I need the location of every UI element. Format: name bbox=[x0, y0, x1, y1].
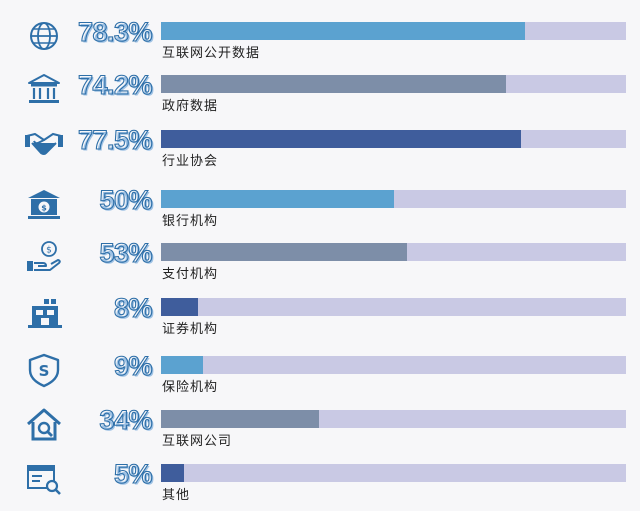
data-label: 8% bbox=[113, 292, 153, 323]
category-label: 互联网公开数据 bbox=[162, 46, 261, 61]
bar bbox=[161, 356, 203, 374]
bar-track bbox=[161, 243, 626, 261]
data-label: 77.5% bbox=[77, 124, 153, 155]
data-label: 5% bbox=[113, 458, 153, 489]
chart-row: 77.5% 行业协会 bbox=[0, 124, 640, 174]
bar bbox=[161, 298, 199, 316]
category-label: 银行机构 bbox=[162, 214, 219, 229]
bar bbox=[161, 130, 522, 148]
chart-row: $50% 银行机构 bbox=[0, 184, 640, 234]
chart-row: 34% 互联网公司 bbox=[0, 404, 640, 454]
bar-track bbox=[161, 410, 626, 428]
insurance-shield-icon: S bbox=[22, 350, 66, 390]
svg-text:S: S bbox=[39, 362, 50, 380]
bar-track bbox=[161, 130, 626, 148]
chart-row: $53% 支付机构 bbox=[0, 237, 640, 287]
government-building-icon bbox=[22, 69, 66, 109]
handshake-icon bbox=[22, 124, 66, 164]
bar-track bbox=[161, 75, 626, 93]
category-label: 保险机构 bbox=[162, 380, 219, 395]
svg-text:$: $ bbox=[41, 204, 47, 213]
other-search-icon bbox=[22, 458, 66, 498]
chart-row: 78.3% 互联网公开数据 bbox=[0, 16, 640, 66]
category-label: 其他 bbox=[162, 488, 191, 503]
money-hand-icon: $ bbox=[22, 237, 66, 277]
category-label: 证券机构 bbox=[162, 322, 219, 337]
bar-track bbox=[161, 298, 626, 316]
chart-row: 74.2% 政府数据 bbox=[0, 69, 640, 119]
bar bbox=[161, 75, 507, 93]
bar-track bbox=[161, 22, 626, 40]
globe-icon bbox=[22, 16, 66, 56]
bank-icon: $ bbox=[22, 184, 66, 224]
data-label: 50% bbox=[99, 184, 153, 215]
internet-company-house-icon bbox=[22, 404, 66, 444]
data-label: 53% bbox=[99, 237, 153, 268]
bar bbox=[161, 22, 526, 40]
bar bbox=[161, 190, 394, 208]
data-label: 78.3% bbox=[77, 16, 153, 47]
chart-row: S 9% 保险机构 bbox=[0, 350, 640, 400]
data-label: 74.2% bbox=[77, 69, 153, 100]
category-label: 互联网公司 bbox=[162, 434, 233, 449]
category-label: 支付机构 bbox=[162, 267, 219, 282]
bar bbox=[161, 410, 320, 428]
bar bbox=[161, 243, 408, 261]
chart-row: 8% 证券机构 bbox=[0, 292, 640, 342]
category-label: 行业协会 bbox=[162, 154, 219, 169]
data-label: 9% bbox=[113, 350, 153, 381]
bar bbox=[161, 464, 185, 482]
data-label: 34% bbox=[99, 404, 153, 435]
bar-track bbox=[161, 190, 626, 208]
bar-track bbox=[161, 464, 626, 482]
category-label: 政府数据 bbox=[162, 99, 219, 114]
chart-row: 5% 其他 bbox=[0, 458, 640, 508]
bar-track bbox=[161, 356, 626, 374]
svg-text:$: $ bbox=[46, 246, 52, 256]
securities-building-icon bbox=[22, 292, 66, 332]
